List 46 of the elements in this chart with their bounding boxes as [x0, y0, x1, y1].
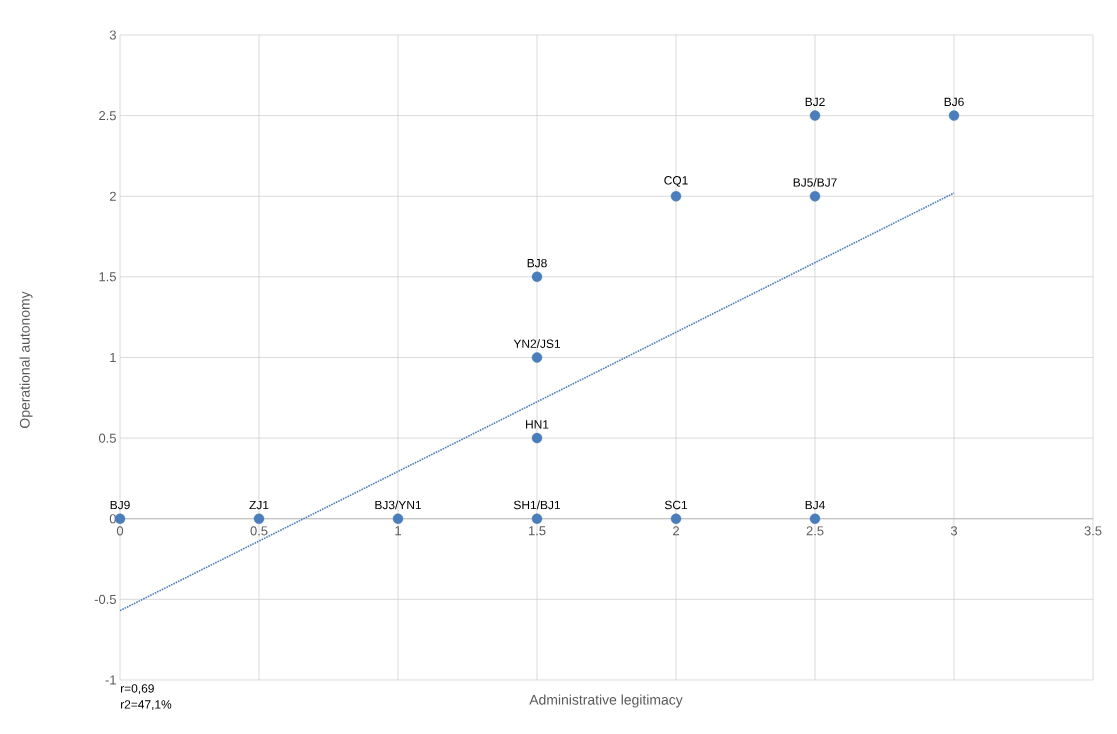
y-tick-label: -1	[105, 675, 116, 685]
x-tick-label: 2	[673, 526, 679, 536]
annotation: HN1	[526, 420, 549, 429]
point	[809, 110, 821, 121]
point	[531, 432, 543, 444]
annotation: BJ3/YN1	[375, 500, 422, 510]
text: r=0,69	[121, 684, 154, 695]
y-tick-label: 3	[109, 30, 116, 40]
y-tick-label: 0.5	[98, 433, 116, 443]
point	[531, 513, 543, 524]
y-tick-label: -0.5	[94, 594, 116, 604]
x-tick-label: 1	[395, 526, 401, 536]
annotation: BJ4	[805, 500, 825, 510]
y-tick-label: 0	[109, 514, 116, 524]
annotation: BJ9	[110, 500, 130, 510]
point	[253, 513, 265, 524]
y-tick-label: 2	[109, 191, 116, 201]
point	[531, 352, 543, 363]
x-tick-label: 0.5	[250, 526, 268, 536]
annotation: BJ6	[944, 97, 964, 107]
point	[948, 110, 960, 121]
annotation: ZJ1	[249, 500, 269, 510]
annotation: CQ1	[664, 176, 688, 187]
y-tick-label: 2.5	[99, 111, 116, 121]
x-tick-label: 3	[950, 526, 958, 536]
point	[809, 513, 821, 524]
point	[531, 271, 543, 283]
annotation: YN2/JS1	[513, 339, 561, 348]
y-tick-label: 1	[110, 353, 116, 362]
text: r2=47,1%	[121, 700, 172, 711]
x-tick-label: 2.5	[806, 526, 824, 536]
annotation: BJ2	[805, 97, 825, 107]
annotation: BJ5/BJ7	[793, 177, 837, 187]
x-tick-label: 3.5	[1084, 526, 1102, 536]
point	[809, 191, 821, 202]
y-axis-title: Operational autonomy	[19, 291, 33, 428]
x-axis-title: Administrative legitimacy	[529, 694, 683, 708]
point	[670, 513, 682, 524]
point	[670, 191, 682, 202]
x-tick-label: 0	[116, 526, 124, 536]
point	[392, 513, 404, 524]
annotation: SH1/BJ1	[513, 500, 561, 510]
y-tick-label: 1.5	[99, 272, 116, 282]
x-tick-label: 1.5	[528, 526, 546, 536]
annotation: SC1	[664, 500, 688, 510]
annotation: BJ8	[527, 258, 547, 268]
